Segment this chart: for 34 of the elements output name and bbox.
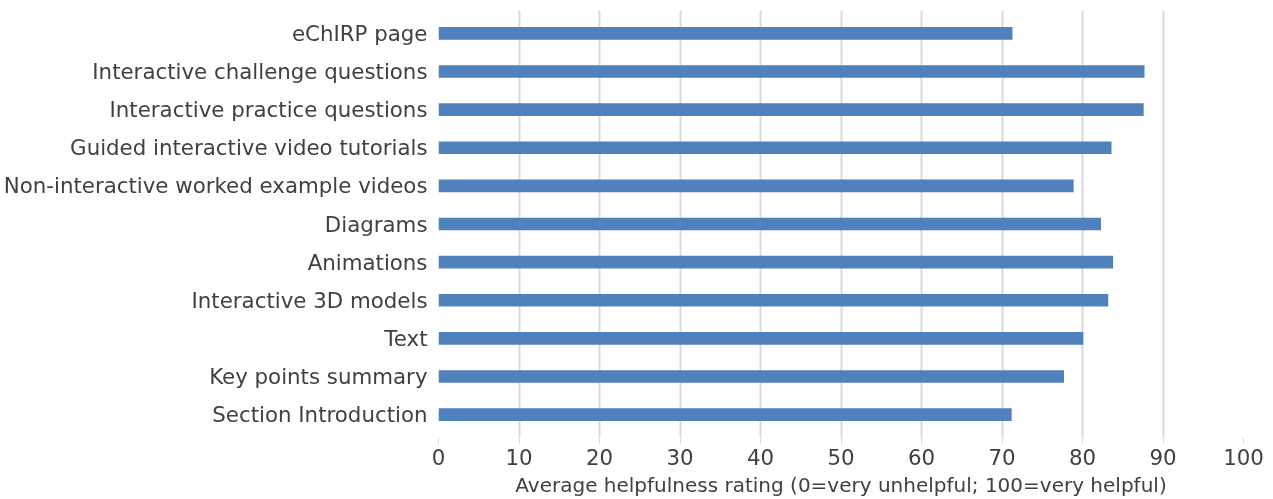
x-tick-label: 0 [431,444,446,470]
x-tick-label: 80 [1068,444,1097,470]
x-tick-label: 90 [1149,444,1177,470]
y-tick-label: Section Introduction [212,402,428,428]
y-tick-label: Key points summary [209,364,428,389]
x-tick-label: 10 [505,444,533,470]
x-tick-label: 30 [666,444,694,470]
bar [438,408,1012,421]
bar [438,65,1145,78]
bar [438,27,1013,40]
x-tick-label: 60 [907,444,936,470]
y-tick-label: Non-interactive worked example videos [3,173,428,199]
y-tick-label: Animations [307,249,428,275]
y-tick-label: Interactive challenge questions [92,59,428,84]
bar [438,255,1114,269]
bar [438,370,1064,383]
y-tick-label: Text [383,325,428,351]
x-tick-label: 40 [746,444,775,470]
bar [438,217,1102,231]
bar [438,293,1109,307]
x-tick-label: 50 [827,444,855,470]
y-tick-label: Interactive practice questions [109,97,428,123]
y-tick-label: Diagrams [324,211,428,237]
bar [438,103,1144,116]
x-tick-label: 20 [585,444,614,470]
x-tick-label: 70 [988,444,1016,470]
bar [438,141,1112,155]
y-tick-label: Interactive 3D models [191,287,428,313]
x-tick-label: 100 [1223,444,1264,470]
bar [438,332,1084,345]
y-tick-label: eChIRP page [291,20,428,46]
bar [438,179,1074,193]
x-axis-title: Average helpfulness rating (0=very unhelpful; 100=very helpful) [515,472,1167,497]
y-tick-label: Guided interactive video tutorials [70,135,428,161]
